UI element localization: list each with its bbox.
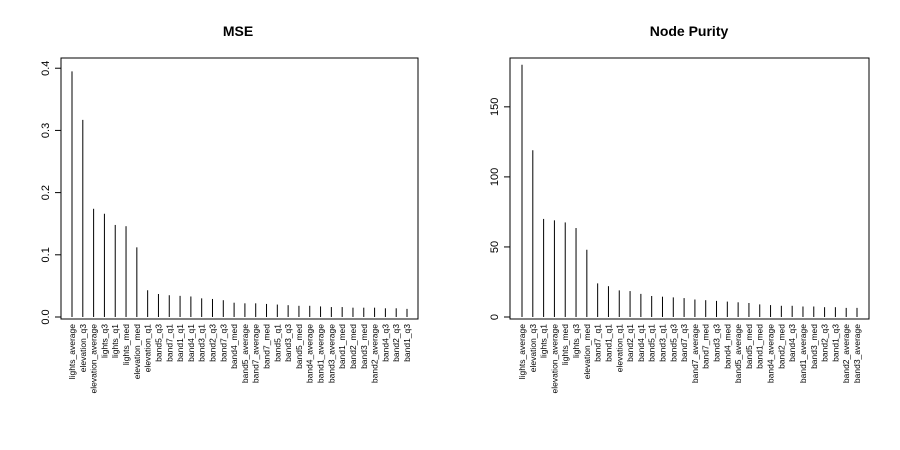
node-purity-category-label: band5_average [733, 324, 743, 383]
node-purity-category-label: band2_q3 [820, 324, 830, 362]
mse-category-label: band4_average [305, 324, 315, 383]
mse-category-label: lights_q1 [110, 324, 120, 358]
node-purity-category-label: band7_q3 [679, 324, 689, 362]
mse-category-label: band4_med [229, 324, 239, 369]
node-purity-category-label: band1_q3 [830, 324, 840, 362]
mse-category-label: band4_q1 [186, 324, 196, 362]
node-purity-category-label: band2_average [841, 324, 851, 383]
mse-category-label: lights_q3 [99, 324, 109, 358]
mse-category-label: band2_q3 [391, 324, 401, 362]
mse-category-labels: lights_average elevation_q3 elevation_aver… [67, 324, 412, 394]
node-purity-panel-title: Node Purity [650, 23, 729, 39]
mse-category-label: band7_med [262, 324, 272, 369]
mse-category-label: band5_average [240, 324, 250, 383]
mse-plot-frame [60, 57, 419, 320]
mse-category-label: band2_q3 [207, 324, 217, 362]
node-purity-category-label: band4_med [722, 324, 732, 369]
mse-panel: MSE 0.00.10.20.30.4 lights_average elevat… [40, 23, 419, 394]
mse-category-label: band3_q1 [197, 324, 207, 362]
node-purity-category-label: band4_average [766, 324, 776, 383]
node-purity-y-axis: 0 50 100 150 [489, 98, 511, 320]
node-purity-category-label: band4_q1 [636, 324, 646, 362]
node-purity-category-label: lights_med [560, 324, 570, 365]
mse-category-label: band5_q3 [153, 324, 163, 362]
mse-category-label: band2_med [348, 324, 358, 369]
mse-category-label: band4_q3 [380, 324, 390, 362]
node-purity-category-label: lights_q3 [571, 324, 581, 358]
mse-category-label: band2_average [370, 324, 380, 383]
node-purity-y-tick-label: 150 [489, 98, 501, 116]
node-purity-category-label: elevation_q1 [614, 324, 624, 372]
mse-y-tick-label: 0.2 [40, 185, 52, 200]
node-purity-category-label: band4_q3 [787, 324, 797, 362]
mse-category-label: band5_q1 [272, 324, 282, 362]
mse-category-label: lights_med [121, 324, 131, 365]
mse-category-label: band7_q3 [218, 324, 228, 362]
mse-y-axis: 0.0 0.1 0.2 0.3 0.4 [40, 61, 62, 325]
node-purity-category-label: band2_q1 [625, 324, 635, 362]
mse-category-label: band5_med [294, 324, 304, 369]
mse-category-label: band1_med [337, 324, 347, 369]
mse-category-label: elevation_q3 [78, 324, 88, 372]
mse-panel-title: MSE [223, 23, 253, 39]
node-purity-category-label: band7_average [690, 324, 700, 383]
mse-category-label: band3_q3 [283, 324, 293, 362]
mse-category-label: elevation_q1 [143, 324, 153, 372]
node-purity-category-label: elevation_q3 [528, 324, 538, 372]
mse-category-label: band1_average [316, 324, 326, 383]
mse-category-label: band1_q1 [175, 324, 185, 362]
node-purity-y-tick-label: 0 [489, 314, 501, 320]
node-purity-plot-frame [509, 57, 870, 320]
node-purity-category-label: band1_average [798, 324, 808, 383]
mse-category-label: elevation_average [89, 324, 99, 394]
mse-category-label: band7_q1 [164, 324, 174, 362]
mse-y-tick-label: 0.0 [40, 309, 52, 324]
node-purity-category-label: band7_med [701, 324, 711, 369]
mse-category-label: band7_average [251, 324, 261, 383]
mse-y-tick-label: 0.3 [40, 123, 52, 138]
node-purity-category-label: lights_q1 [539, 324, 549, 358]
node-purity-y-tick-label: 50 [489, 241, 501, 253]
node-purity-category-label: elevation_average [549, 324, 559, 394]
node-purity-category-label: band3_q3 [712, 324, 722, 362]
mse-bars [71, 71, 408, 317]
mse-category-label: band3_med [359, 324, 369, 369]
node-purity-category-label: elevation_med [582, 324, 592, 380]
node-purity-category-label: lights_average [517, 324, 527, 380]
node-purity-category-label: band3_q1 [657, 324, 667, 362]
node-purity-category-label: band1_q1 [603, 324, 613, 362]
mse-category-label: lights_average [67, 324, 77, 380]
mse-category-label: elevation_med [132, 324, 142, 380]
node-purity-category-label: band5_q1 [647, 324, 657, 362]
mse-category-label: band1_q3 [402, 324, 412, 362]
node-purity-category-labels: lights_average elevation_q3 lights_q1 eleva… [517, 324, 862, 394]
node-purity-y-tick-label: 100 [489, 168, 501, 186]
node-purity-category-label: band3_average [852, 324, 862, 383]
node-purity-category-label: band3_med [809, 324, 819, 369]
node-purity-bars [521, 64, 858, 317]
mse-category-label: band3_average [326, 324, 336, 383]
mse-y-tick-label: 0.1 [40, 247, 52, 262]
node-purity-category-label: band2_med [776, 324, 786, 369]
mse-y-tick-label: 0.4 [40, 61, 52, 76]
node-purity-category-label: band7_q1 [593, 324, 603, 362]
node-purity-category-label: band1_med [755, 324, 765, 369]
node-purity-category-label: band5_q3 [668, 324, 678, 362]
node-purity-category-label: band5_med [744, 324, 754, 369]
